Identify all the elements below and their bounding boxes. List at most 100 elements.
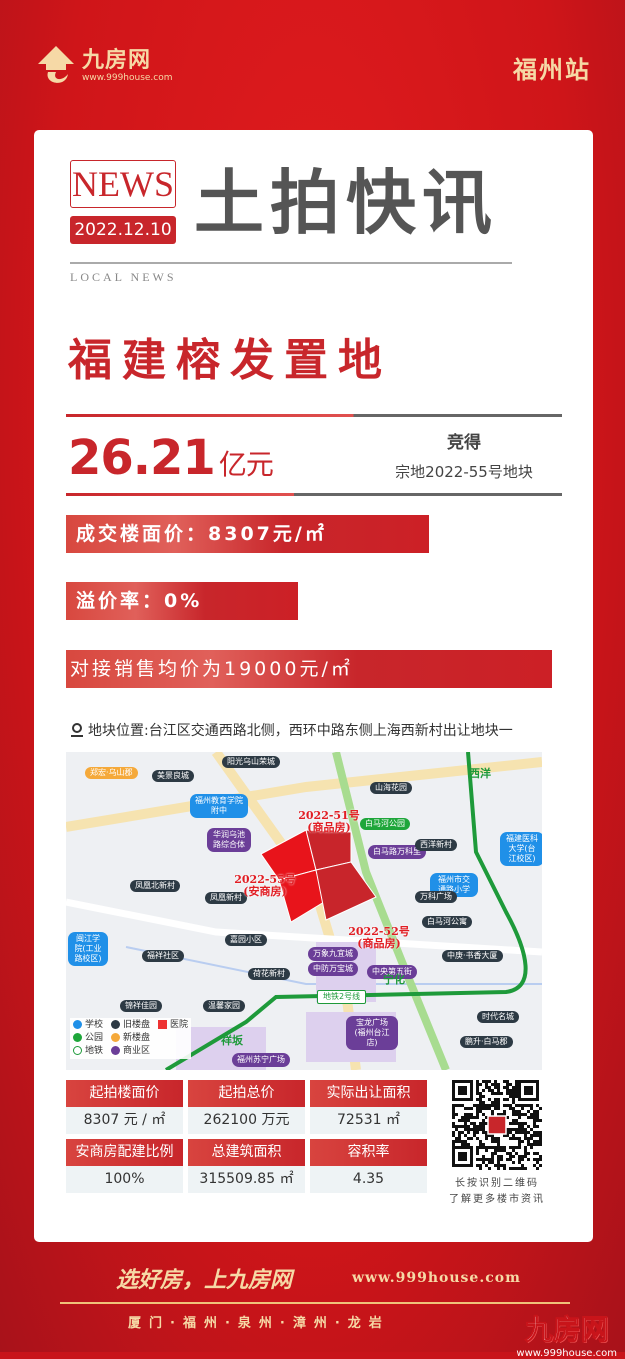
- city-list: 厦门·福州·泉州·漳州·龙岩: [128, 1316, 390, 1331]
- legend-old-estate: 旧楼盘: [111, 1020, 150, 1031]
- metro-station: 宁化: [383, 973, 405, 986]
- parcel-label: 2022-51号(商品房): [298, 809, 360, 834]
- map-label: 万科广场: [415, 891, 457, 903]
- legend-school: 学校: [73, 1020, 103, 1031]
- station-label: 福州站: [513, 55, 591, 84]
- divider: [70, 262, 512, 264]
- metro-station: 祥坂: [221, 1034, 243, 1047]
- legend-hospital: 医院: [158, 1020, 188, 1031]
- winner-info: 竞得宗地2022-55号地块: [364, 428, 564, 482]
- brand-name: 九房网: [82, 48, 152, 73]
- watermark-url: www.999house.com: [516, 1348, 617, 1359]
- parcel-label: 2022-52号(商品房): [348, 925, 410, 950]
- map-label: 万象九宜城: [308, 947, 358, 961]
- qr-caption: 长按识别二维码 了解更多楼市资讯: [442, 1176, 552, 1208]
- cell-value: 100%: [66, 1166, 183, 1193]
- location-text: 地块位置:台江区交通西路北侧，西环中路东侧上海西新村出让地块一: [88, 723, 513, 739]
- table-cell: 起拍总价 262100 万元: [188, 1080, 305, 1134]
- legend-park: 公园: [73, 1033, 103, 1044]
- table-cell: 安商房配建比例 100%: [66, 1139, 183, 1193]
- deal-price: 26.21 亿元: [68, 430, 274, 486]
- parcel-name: 宗地2022-55号地块: [395, 463, 533, 481]
- map-label: 西洋新村: [415, 839, 457, 851]
- parcel-label: 2022-55号(安商房): [234, 873, 296, 898]
- location-map[interactable]: 郑宏·乌山郡 美景良城 阳光乌山荣城 福州教育学院附中 华润乌池路综合体 凤凰北…: [66, 752, 542, 1070]
- table-cell: 实际出让面积 72531 ㎡: [310, 1080, 427, 1134]
- cell-value: 8307 元 / ㎡: [66, 1107, 183, 1134]
- subtitle: LOCAL NEWS: [70, 270, 177, 284]
- cell-value: 262100 万元: [188, 1107, 305, 1134]
- cell-label: 起拍总价: [188, 1080, 305, 1107]
- map-label: 嘉园小区: [225, 934, 267, 946]
- date-badge: 2022.12.10: [70, 216, 176, 244]
- map-label: 美景良城: [152, 770, 194, 782]
- location: 地块位置:台江区交通西路北侧，西环中路东侧上海西新村出让地块一: [70, 720, 513, 740]
- map-label: 中央第五街: [367, 965, 417, 979]
- cell-label: 实际出让面积: [310, 1080, 427, 1107]
- avg-sale-price-bar: 对接销售均价为19000元/㎡: [66, 650, 552, 688]
- map-label: 荷花新村: [248, 968, 290, 980]
- map-label: 凤凰北新村: [130, 880, 180, 892]
- map-label: 中防万宝城: [308, 962, 358, 976]
- map-label: 福州苏宁广场: [232, 1053, 290, 1067]
- table-cell: 容积率 4.35: [310, 1139, 427, 1193]
- slogan: 选好房，上九房网: [116, 1267, 293, 1293]
- location-pin-icon: [71, 723, 83, 737]
- map-label: 鹏升·白马郡: [460, 1036, 513, 1048]
- map-label: 阳光乌山荣城: [222, 756, 280, 768]
- brand-url: www.999house.com: [82, 73, 173, 83]
- metro-station: 西洋: [469, 767, 491, 780]
- metro-line-2: [164, 752, 528, 1070]
- qr-code[interactable]: [452, 1080, 542, 1170]
- news-badge: NEWS: [70, 160, 176, 208]
- divider: [66, 414, 562, 417]
- cell-value: 4.35: [310, 1166, 427, 1193]
- map-label: 福建医科大学(台江校区): [500, 832, 542, 866]
- qr-caption-line: 长按识别二维码: [455, 1178, 539, 1189]
- watermark-logo: 九房网 www.999house.com: [516, 1308, 617, 1359]
- cell-label: 容积率: [310, 1139, 427, 1166]
- content-card: NEWS 2022.12.10 土拍快讯 LOCAL NEWS 福建榕发置地 2…: [34, 130, 593, 1242]
- headline: 福建榕发置地: [68, 335, 392, 386]
- table-cell: 总建筑面积 315509.85 ㎡: [188, 1139, 305, 1193]
- logo[interactable]: 九房网 www.999house.com: [36, 44, 173, 88]
- map-label: 郑宏·乌山郡: [85, 767, 138, 779]
- cell-value: 72531 ㎡: [310, 1107, 427, 1134]
- cell-label: 总建筑面积: [188, 1139, 305, 1166]
- page-title: 土拍快讯: [194, 161, 498, 244]
- watermark-text: 九房网: [524, 1313, 609, 1347]
- price-unit: 亿元: [218, 448, 274, 481]
- map-label: 时代名城: [477, 1011, 519, 1023]
- parcel-plot: [315, 861, 377, 921]
- floor-price-bar: 成交楼面价：8307元/㎡: [66, 515, 429, 553]
- map-label: 中庚·书香大厦: [442, 950, 503, 962]
- map-label: 白马路万科里: [368, 845, 426, 859]
- map-label: 福祥社区: [142, 950, 184, 962]
- metro-line-label: 地铁2号线: [317, 990, 367, 1004]
- map-label: 凤凰新村: [205, 892, 247, 904]
- map-label: 山海花园: [370, 782, 412, 794]
- cell-value: 315509.85 ㎡: [188, 1166, 305, 1193]
- table-cell: 起拍楼面价 8307 元 / ㎡: [66, 1080, 183, 1134]
- map-label: 闽江学院(工业路校区): [68, 932, 108, 966]
- divider: [60, 1302, 570, 1304]
- won-label: 竞得: [447, 433, 481, 453]
- map-label: 白马河公园: [360, 818, 410, 830]
- map-label: 白马河公寓: [422, 916, 472, 928]
- divider: [66, 493, 562, 496]
- map-label: 温馨家园: [203, 1000, 245, 1012]
- premium-rate-bar: 溢价率：0%: [66, 582, 298, 620]
- map-label: 锦祥佳园: [120, 1000, 162, 1012]
- footer-url[interactable]: www.999house.com: [352, 1270, 521, 1286]
- land-info-table: 起拍楼面价 8307 元 / ㎡ 起拍总价 262100 万元 实际出让面积 7253…: [66, 1080, 428, 1193]
- qr-caption-line: 了解更多楼市资讯: [449, 1194, 545, 1205]
- map-label: 福州教育学院附中: [190, 794, 248, 818]
- price-value: 26.21: [68, 430, 216, 486]
- map-legend: 学校 旧楼盘 医院 公园 新楼盘 地铁 商业区: [70, 1018, 192, 1059]
- cell-label: 安商房配建比例: [66, 1139, 183, 1166]
- cell-label: 起拍楼面价: [66, 1080, 183, 1107]
- legend-commercial: 商业区: [111, 1046, 150, 1057]
- legend-new-estate: 新楼盘: [111, 1033, 150, 1044]
- legend-metro: 地铁: [73, 1046, 103, 1057]
